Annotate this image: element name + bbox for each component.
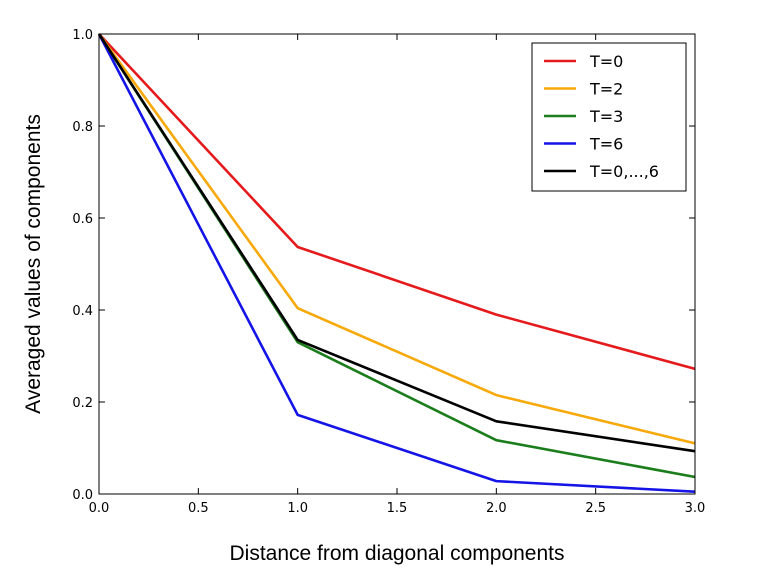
legend-label: T=0 <box>589 52 623 71</box>
y-tick-label: 0.4 <box>72 304 93 319</box>
y-axis-title: Averaged values of components <box>22 114 45 414</box>
x-tick-label: 0.0 <box>89 501 110 516</box>
x-tick-label: 3.0 <box>685 501 706 516</box>
plot-area-frame <box>98 33 696 495</box>
x-tick-label: 1.5 <box>387 501 408 516</box>
legend: T=0 T=2 T=3 T=6 T=0,...,6 <box>531 42 687 192</box>
series-line-t-0 <box>98 33 696 371</box>
x-axis-title: Distance from diagonal components <box>229 542 564 565</box>
y-tick-label: 0.6 <box>72 212 93 227</box>
x-tick-label: 0.5 <box>188 501 209 516</box>
legend-label: T=3 <box>589 107 623 126</box>
legend-label: T=6 <box>589 135 623 154</box>
series-lines <box>97 33 696 493</box>
x-tick-label: 2.5 <box>585 501 606 516</box>
x-tick-label: 2.0 <box>486 501 507 516</box>
y-tick-label: 0.2 <box>72 396 93 411</box>
series-line-t-2 <box>97 33 696 445</box>
y-tick-label: 0.0 <box>72 488 93 503</box>
series-line-t-6 <box>97 33 696 493</box>
series-line-t-0-6 <box>97 33 696 453</box>
legend-label: T=2 <box>589 80 623 99</box>
y-tick-label: 1.0 <box>72 28 93 43</box>
y-tick-label: 0.8 <box>72 120 93 135</box>
legend-label: T=0,...,6 <box>589 162 659 181</box>
x-tick-label: 1.0 <box>287 501 308 516</box>
